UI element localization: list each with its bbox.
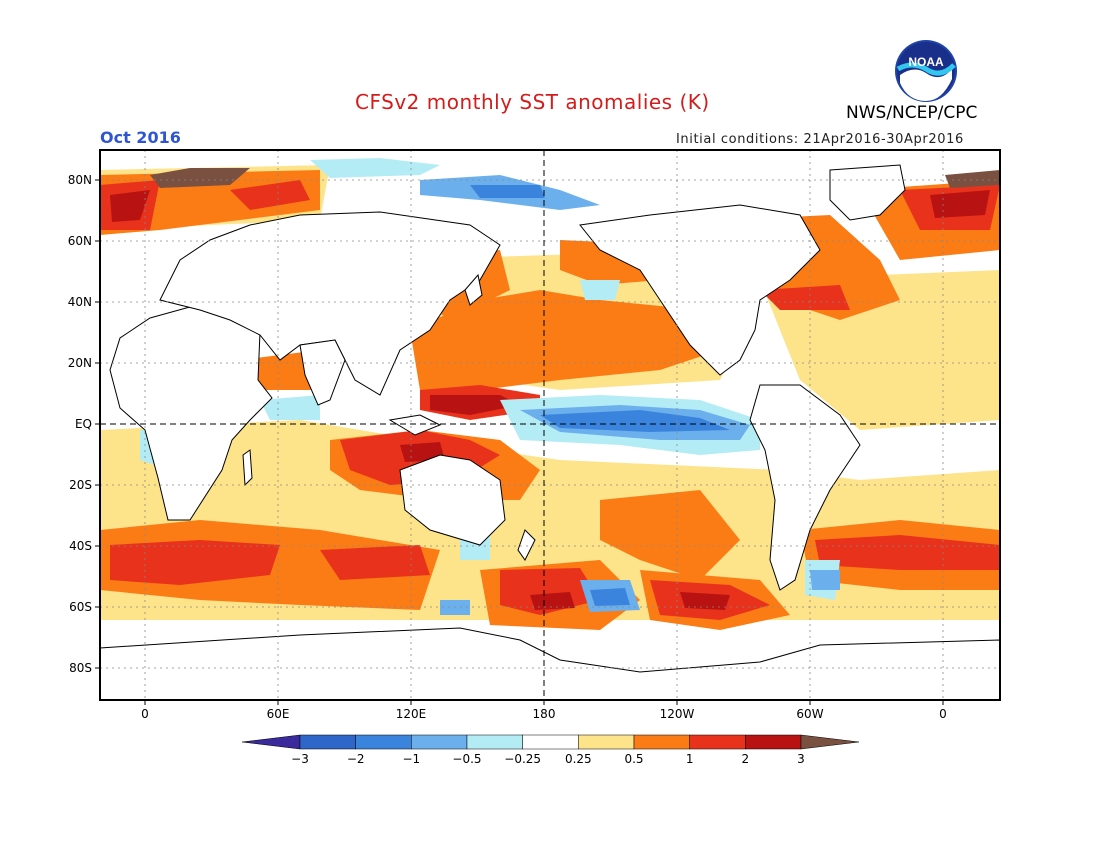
- noaa-logo: NOAA: [895, 40, 957, 102]
- lat-label: 20S: [69, 478, 92, 492]
- south-america-landmass: [749, 384, 861, 591]
- lon-label: 60E: [267, 707, 290, 721]
- color-legend: −3 −2 −1 −0.5 −0.25 0.25 0.5 1 2 3: [241, 734, 860, 766]
- lat-label: 80S: [69, 661, 92, 675]
- colorbar-segment: [522, 734, 579, 750]
- lon-label: 180: [533, 707, 556, 721]
- lat-label: 60N: [68, 234, 92, 248]
- indonesia-islands: [388, 414, 442, 436]
- colorbar-label: −1: [402, 752, 420, 766]
- greenland-landmass: [829, 164, 906, 221]
- agency-label: NWS/NCEP/CPC: [846, 103, 978, 123]
- sst-anomaly-map: 80N 60N 40N 20N EQ 20S 40S 60S 80S 0 60E…: [68, 149, 1001, 721]
- map-frame: [99, 149, 1001, 701]
- lon-label: 0: [141, 707, 149, 721]
- lat-label: EQ: [75, 417, 92, 431]
- colorbar-label: −3: [291, 752, 309, 766]
- lat-label: 20N: [68, 356, 92, 370]
- lat-label: 80N: [68, 173, 92, 187]
- colorbar-segment: [466, 734, 523, 750]
- colorbar-segment: [633, 734, 690, 750]
- colorbar-label: −2: [347, 752, 365, 766]
- colorbar-segment: [411, 734, 468, 750]
- colorbar-label: 2: [742, 752, 750, 766]
- lon-label: 0: [939, 707, 947, 721]
- india-landmass: [299, 339, 346, 406]
- colorbar-segment: [800, 734, 860, 750]
- colorbar-segment: [241, 734, 301, 750]
- colorbar-segment: [355, 734, 412, 750]
- japan-island: [464, 273, 483, 306]
- colorbar-label: 3: [797, 752, 805, 766]
- australia-landmass: [399, 454, 506, 546]
- initial-conditions-label: Initial conditions: 21Apr2016-30Apr2016: [676, 132, 964, 147]
- valid-month-label: Oct 2016: [100, 128, 181, 147]
- lat-label: 40S: [69, 539, 92, 553]
- colorbar-segment: [299, 734, 356, 750]
- colorbar-segment: [745, 734, 802, 750]
- map-title: CFSv2 monthly SST anomalies (K): [355, 90, 710, 114]
- antarctica-landmass: [100, 627, 1000, 700]
- lon-label: 120W: [660, 707, 695, 721]
- noaa-logo-text: NOAA: [908, 55, 944, 69]
- colorbar-label: 0.25: [565, 752, 592, 766]
- colorbar-label: −0.5: [452, 752, 481, 766]
- eurasia-landmass: [159, 211, 501, 396]
- colorbar-label: 0.5: [624, 752, 643, 766]
- colorbar-segment: [689, 734, 746, 750]
- colorbar-label: −0.25: [504, 752, 541, 766]
- colorbar-segment: [578, 734, 635, 750]
- lon-label: 60W: [796, 707, 823, 721]
- north-america-landmass: [579, 204, 821, 376]
- map-gridlines: [100, 150, 1000, 700]
- colorbar-label: 1: [686, 752, 694, 766]
- axis-ticks: [95, 179, 944, 705]
- lon-label: 120E: [396, 707, 427, 721]
- madagascar-island: [242, 449, 253, 487]
- lat-label: 40N: [68, 295, 92, 309]
- lat-label: 60S: [69, 600, 92, 614]
- new-zealand-island: [517, 529, 536, 561]
